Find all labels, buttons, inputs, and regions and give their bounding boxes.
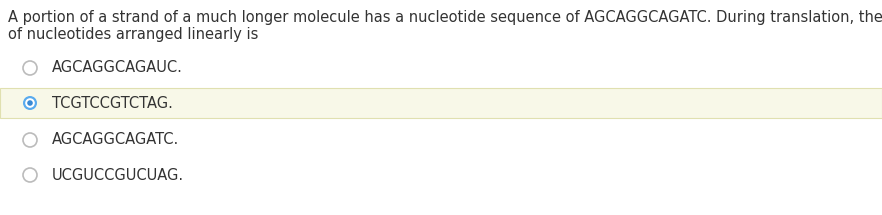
Bar <box>0 88 882 118</box>
Circle shape <box>27 100 33 106</box>
Text: of nucleotides arranged linearly is: of nucleotides arranged linearly is <box>8 27 258 42</box>
Circle shape <box>23 168 37 182</box>
Circle shape <box>23 96 37 110</box>
Text: UCGUCCGUCUAG.: UCGUCCGUCUAG. <box>52 167 184 183</box>
Text: AGCAGGCAGAUC.: AGCAGGCAGAUC. <box>52 60 183 75</box>
Circle shape <box>26 98 34 108</box>
Text: TCGTCCGTCTAG.: TCGTCCGTCTAG. <box>52 95 173 111</box>
Circle shape <box>23 61 37 75</box>
Circle shape <box>23 133 37 147</box>
Text: AGCAGGCAGATC.: AGCAGGCAGATC. <box>52 132 179 147</box>
Text: A portion of a strand of a much longer molecule has a nucleotide sequence of AGC: A portion of a strand of a much longer m… <box>8 10 882 25</box>
